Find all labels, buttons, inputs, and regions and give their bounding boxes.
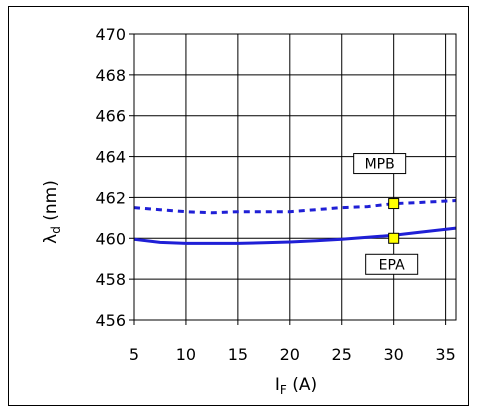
x-tick-label: 15 (228, 345, 248, 364)
callout-label-epa: EPA (379, 257, 405, 273)
x-tick-label: 20 (280, 345, 300, 364)
y-tick-label: 460 (95, 229, 126, 248)
grid (129, 33, 456, 325)
x-tick-label: 25 (332, 345, 352, 364)
plot-area-border (133, 33, 457, 321)
y-tick-label: 470 (95, 25, 126, 44)
markers: MPB EPA (353, 153, 419, 275)
series (133, 199, 457, 245)
y-tick-label: 458 (95, 270, 126, 289)
y-tick-label: 464 (95, 148, 126, 167)
callout-box-epa (365, 253, 419, 275)
y-tick-label: 456 (95, 311, 126, 330)
x-tick-label: 10 (176, 345, 196, 364)
marker-epa (388, 232, 400, 244)
callout-label-mpb: MPB (365, 157, 395, 173)
marker-mpb (388, 198, 400, 210)
x-tick-labels: 5 10 15 20 25 30 35 (129, 345, 456, 364)
y-tick-label: 462 (95, 188, 126, 207)
y-tick-label: 468 (95, 66, 126, 85)
x-tick-label: 35 (435, 345, 455, 364)
series-line-solid (133, 226, 457, 245)
x-axis-label: IF (A) (275, 375, 317, 397)
x-tick-label: 5 (129, 345, 139, 364)
x-tick-label: 30 (383, 345, 403, 364)
callout-box-mpb (353, 153, 407, 175)
series-line-dashed (133, 199, 457, 215)
y-tick-labels: 456 458 460 462 464 466 468 470 (95, 25, 126, 330)
y-axis-label: λd (nm) (41, 180, 63, 244)
y-tick-label: 466 (95, 107, 126, 126)
